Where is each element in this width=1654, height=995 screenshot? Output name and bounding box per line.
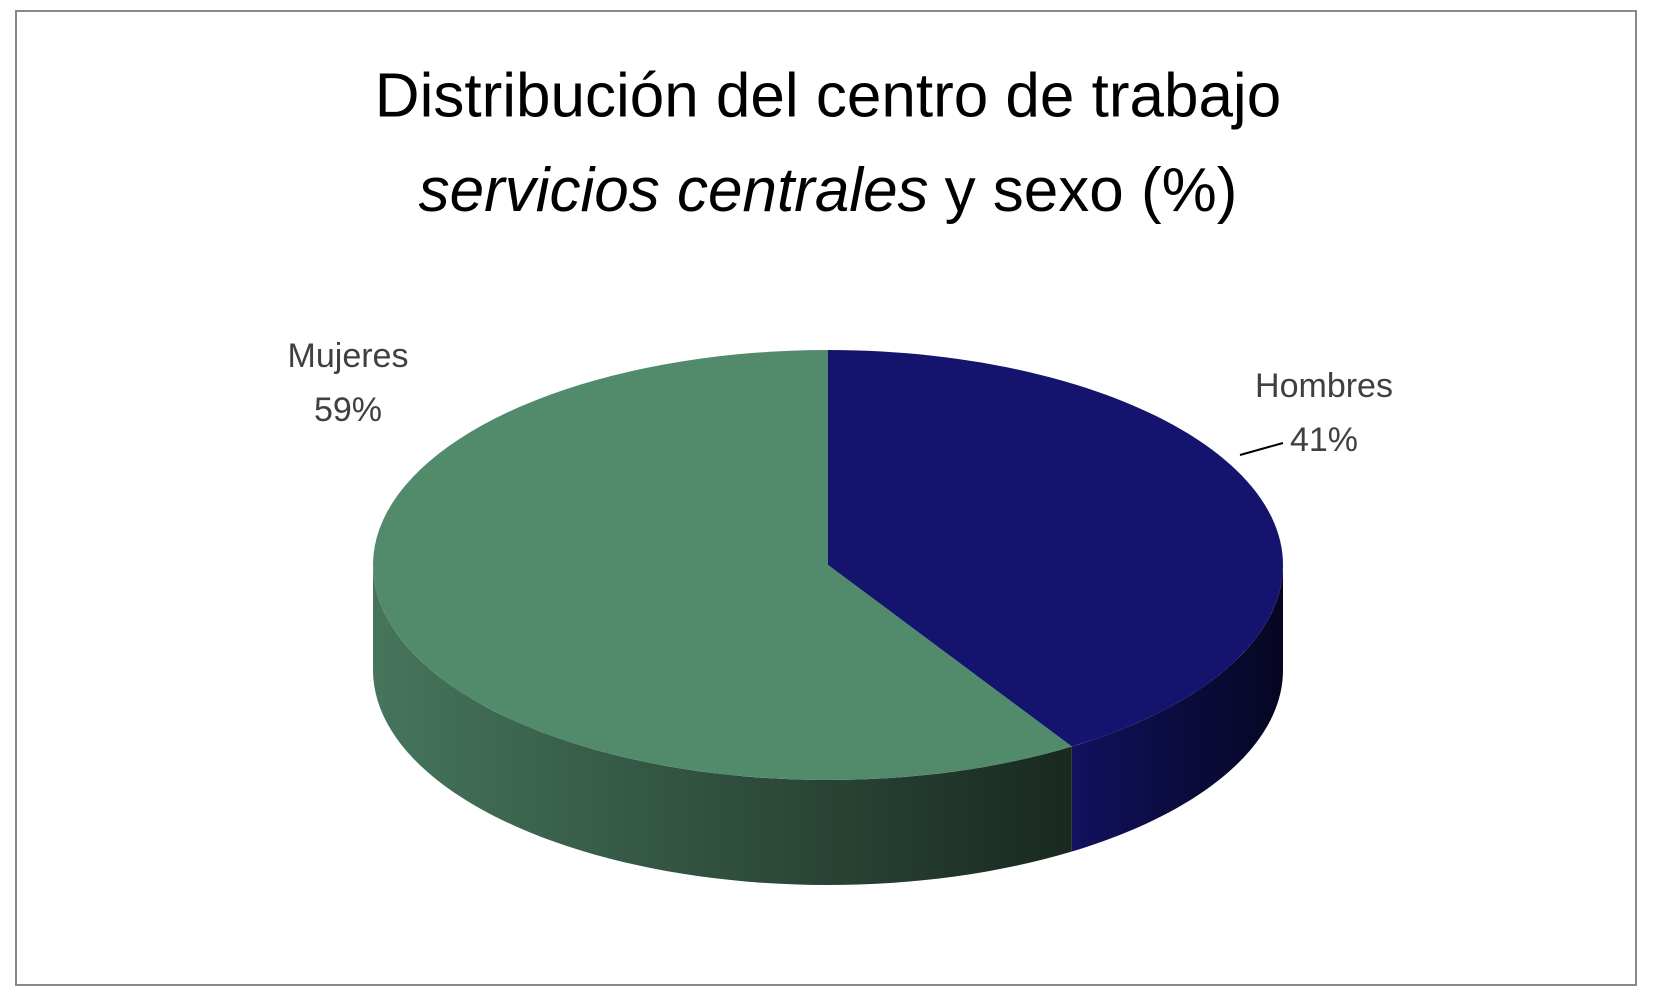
chart-title: Distribución del centro de trabajo — [375, 61, 1281, 130]
leader-line — [1239, 442, 1284, 456]
chart-title-line: servicios centrales y sexo (%) — [419, 156, 1238, 225]
chart-title-rest: y sexo (%) — [945, 156, 1238, 225]
slice-label-name: Hombres — [1255, 367, 1393, 405]
slice-label-value: 59% — [314, 391, 382, 429]
pie — [373, 350, 1283, 885]
slice — [373, 350, 1072, 780]
slice — [828, 350, 1283, 747]
slice-label-value: 41% — [1290, 421, 1358, 459]
slice-label-name: Mujeres — [288, 337, 409, 375]
chart-title-italic: servicios centrales — [419, 156, 929, 225]
slice-side — [1071, 565, 1283, 852]
slice-side — [373, 565, 1072, 885]
